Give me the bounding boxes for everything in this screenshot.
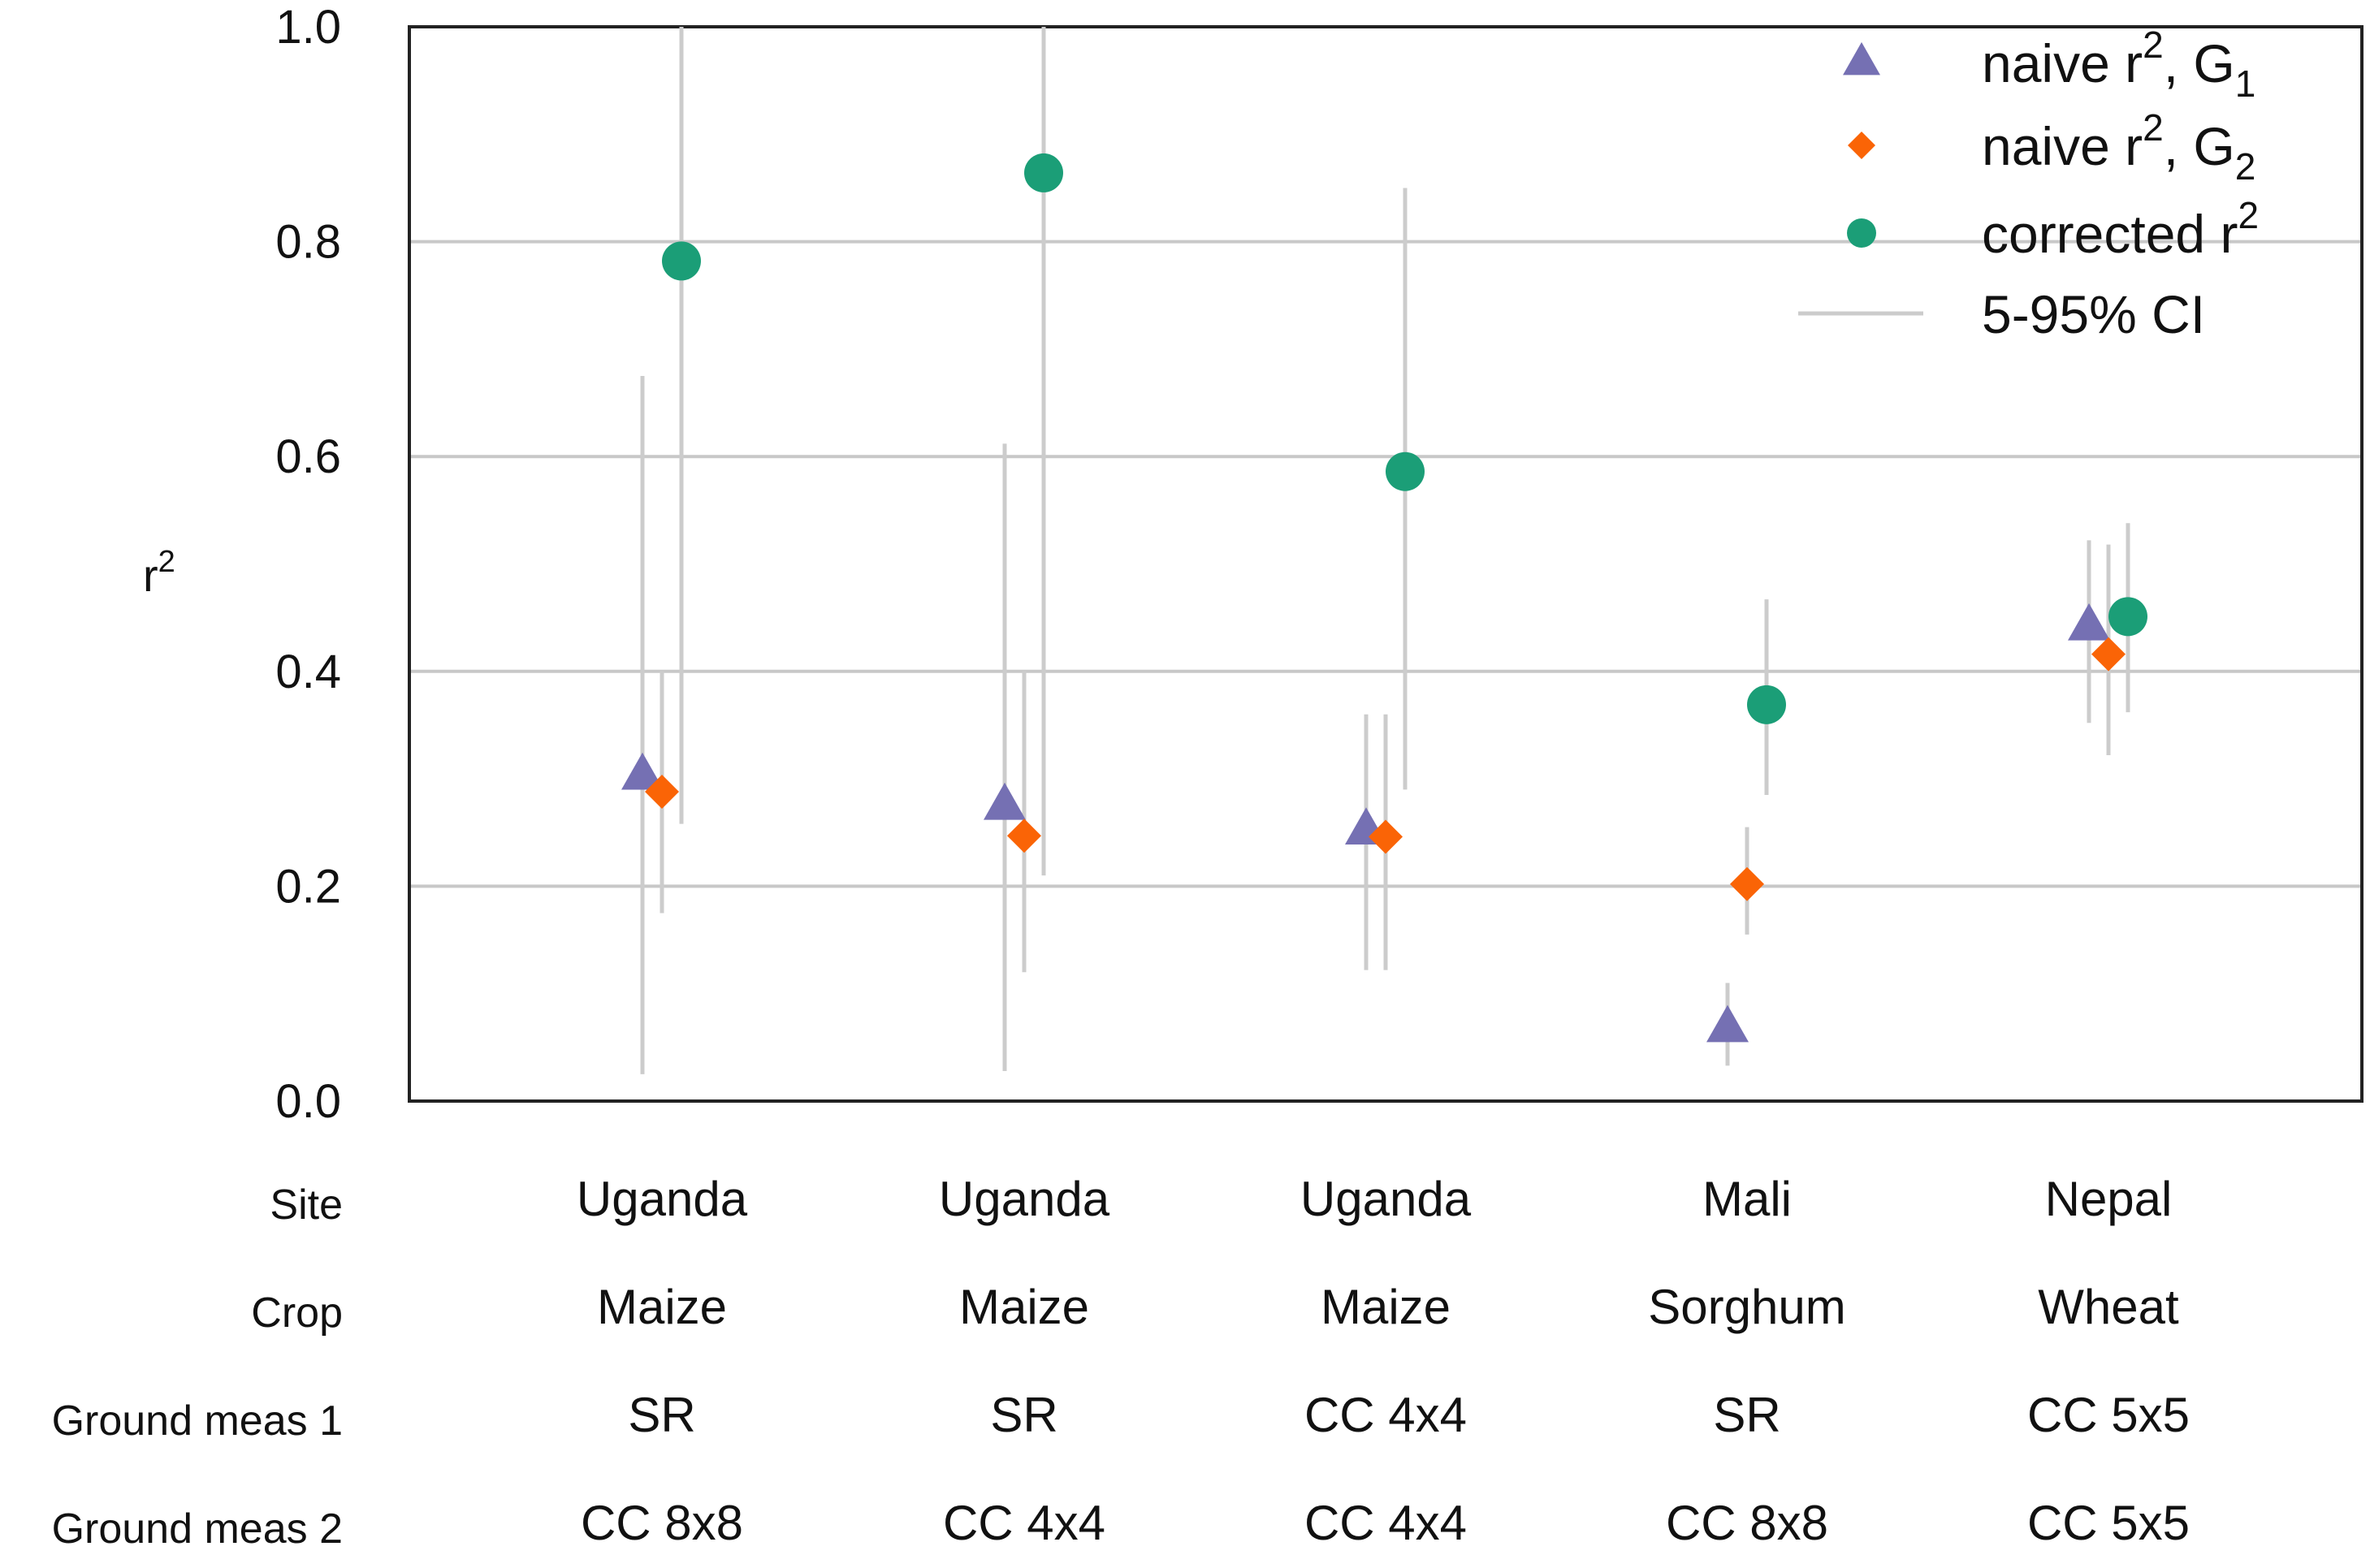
point-circle: [2108, 597, 2147, 637]
table-cell: Uganda: [1300, 1172, 1472, 1226]
table-cell: CC 4x4: [1304, 1388, 1467, 1442]
legend-marker-triangle: [1843, 41, 1880, 76]
table-cell: SR: [1713, 1388, 1780, 1442]
point-triangle: [2068, 603, 2110, 641]
legend-label-tail: , G: [2164, 116, 2235, 176]
legend-label-main: naive r: [1982, 33, 2143, 93]
table-cell: Uganda: [577, 1172, 748, 1226]
legend-label-main: naive r: [1982, 116, 2143, 176]
point-diamond: [1730, 866, 1764, 901]
point-triangle: [984, 782, 1026, 820]
table-cell: Mali: [1702, 1172, 1792, 1226]
table-cell: Uganda: [939, 1172, 1110, 1226]
y-axis-label-sup: 2: [158, 545, 175, 579]
row-label: Ground meas 2: [52, 1505, 343, 1553]
legend-label-main: corrected r: [1982, 204, 2238, 264]
point-circle: [662, 241, 701, 281]
legend-label-tail: , G: [2164, 33, 2235, 93]
y-tick-label: 0.2: [275, 860, 341, 913]
table-cell: Maize: [959, 1280, 1089, 1334]
table-cell: CC 5x5: [2027, 1496, 2190, 1550]
table-cell: CC 8x8: [1666, 1496, 1828, 1550]
y-axis-label-main: r: [143, 550, 158, 601]
marker-layer: [621, 153, 2147, 1043]
table-cell: CC 8x8: [581, 1496, 743, 1550]
row-label: Ground meas 1: [52, 1397, 343, 1445]
table-cell: Wheat: [2038, 1280, 2179, 1334]
row-label: Site: [270, 1181, 343, 1229]
y-tick-label: 0.8: [275, 216, 341, 269]
legend-ci-label: 5-95% CI: [1982, 284, 2205, 344]
point-triangle: [621, 752, 664, 790]
legend-marker-diamond: [1848, 132, 1875, 159]
table-cell: Nepal: [2045, 1172, 2173, 1226]
y-tick-label: 0.6: [275, 430, 341, 483]
legend-label-sup: 2: [2143, 24, 2164, 66]
table-cell: Maize: [597, 1280, 727, 1334]
point-circle: [1024, 153, 1063, 192]
point-circle: [1747, 685, 1786, 724]
point-diamond: [1369, 819, 1403, 854]
legend-label-sub: 1: [2235, 63, 2256, 105]
point-diamond: [2091, 637, 2126, 672]
y-tick-labels: 0.0 0.2 0.4 0.6 0.8 1.0: [275, 1, 341, 1128]
legend-marker-circle: [1847, 218, 1876, 248]
legend-label: corrected r2: [1982, 194, 2259, 264]
y-tick-label: 0.0: [275, 1075, 341, 1128]
table-cell: Sorghum: [1648, 1280, 1845, 1334]
category-table: Site Uganda Uganda Uganda Mali Nepal Crop Maize…: [52, 1172, 2190, 1553]
table-cell: Maize: [1321, 1280, 1451, 1334]
table-cell: SR: [628, 1388, 695, 1442]
legend-label-sup: 2: [2238, 194, 2259, 236]
table-cell: CC 5x5: [2027, 1388, 2190, 1442]
y-tick-label: 0.4: [275, 646, 341, 698]
plot-frame: [408, 25, 2364, 1103]
table-cell: CC 4x4: [1304, 1496, 1467, 1550]
point-diamond: [645, 774, 679, 809]
table-cell: SR: [990, 1388, 1057, 1442]
legend-label: naive r2, G1: [1982, 24, 2255, 105]
legend-label: naive r2, G2: [1982, 106, 2255, 188]
y-tick-label: 1.0: [275, 1, 341, 54]
legend-label-sup: 2: [2143, 106, 2164, 149]
y-axis-label: r2: [143, 545, 175, 601]
point-circle: [1386, 451, 1425, 491]
point-triangle: [1706, 1004, 1749, 1043]
point-diamond: [1007, 819, 1041, 853]
legend-label-sub: 2: [2235, 145, 2256, 188]
grid-layer: [409, 240, 2362, 888]
table-cell: CC 4x4: [943, 1496, 1105, 1550]
row-label: Crop: [251, 1289, 343, 1337]
